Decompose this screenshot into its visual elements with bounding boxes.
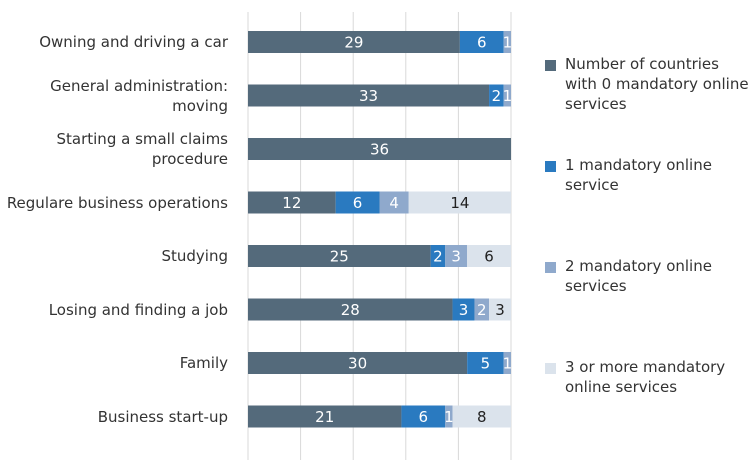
data-label: 12 bbox=[282, 194, 301, 212]
bar-segment bbox=[430, 245, 446, 267]
data-label: 30 bbox=[348, 355, 367, 373]
bar-segment bbox=[489, 84, 504, 107]
bar-segment bbox=[452, 405, 511, 428]
data-label: 3 bbox=[459, 301, 469, 319]
category-label: Studying bbox=[161, 247, 228, 265]
bar-segment bbox=[452, 298, 475, 321]
data-label: 2 bbox=[492, 87, 502, 105]
data-label: 6 bbox=[353, 194, 363, 212]
bar-segment bbox=[248, 405, 402, 428]
data-label: 2 bbox=[433, 248, 443, 266]
bar-segment bbox=[401, 405, 446, 428]
data-label: 6 bbox=[419, 408, 429, 426]
legend-label: 3 or more mandatory online services bbox=[565, 358, 726, 396]
bar-segment bbox=[335, 191, 380, 214]
bar-segment bbox=[459, 31, 504, 53]
category-label: Business start-up bbox=[97, 407, 228, 426]
data-label: 28 bbox=[341, 301, 360, 319]
category-label: Losing and finding a job bbox=[48, 300, 228, 319]
bar-segment bbox=[503, 352, 511, 374]
data-label: 33 bbox=[359, 87, 378, 105]
data-label: 6 bbox=[484, 248, 494, 266]
bar-segment bbox=[467, 245, 511, 267]
legend-label: 1 mandatory online service bbox=[565, 156, 712, 194]
category-label: Family bbox=[179, 354, 228, 372]
data-label: 3 bbox=[495, 301, 505, 319]
bar-segment bbox=[503, 31, 511, 53]
bar-segment bbox=[445, 245, 468, 267]
data-label: 1 bbox=[503, 355, 513, 373]
data-label: 4 bbox=[389, 194, 399, 212]
bar-segment bbox=[248, 84, 490, 107]
data-label: 3 bbox=[451, 248, 461, 266]
bar-segment bbox=[445, 405, 453, 428]
category-label: General administration: moving bbox=[50, 76, 228, 115]
legend-label: 2 mandatory online services bbox=[565, 257, 712, 295]
category-label: Owning and driving a car bbox=[39, 33, 228, 51]
legend-swatch bbox=[545, 60, 556, 71]
data-label: 29 bbox=[344, 34, 363, 52]
data-label: 25 bbox=[330, 248, 349, 266]
data-label: 14 bbox=[450, 194, 469, 212]
bar-segment bbox=[489, 298, 511, 321]
bar-segment bbox=[248, 298, 453, 321]
data-label: 1 bbox=[503, 87, 513, 105]
bar-segment bbox=[248, 138, 511, 160]
bar-segment bbox=[248, 31, 460, 53]
bar-segment bbox=[379, 191, 409, 214]
data-label: 1 bbox=[444, 408, 454, 426]
legend-swatch bbox=[545, 262, 556, 273]
bar-segment bbox=[408, 191, 511, 214]
category-label: Regulare business operations bbox=[6, 193, 228, 212]
legend-swatch bbox=[545, 161, 556, 172]
legend-label: Number of countries with 0 mandatory onl… bbox=[565, 55, 749, 113]
data-label: 8 bbox=[477, 408, 487, 426]
bar-segment bbox=[467, 352, 504, 374]
data-label: 1 bbox=[503, 34, 513, 52]
data-label: 5 bbox=[481, 355, 491, 373]
legend-swatch bbox=[545, 363, 556, 374]
data-label: 6 bbox=[477, 34, 487, 52]
category-label: Starting a small claims procedure bbox=[56, 130, 229, 168]
data-label: 21 bbox=[315, 408, 334, 426]
bar-segment bbox=[474, 298, 490, 321]
bar-segment bbox=[248, 352, 468, 374]
data-label: 36 bbox=[370, 141, 389, 159]
bar-segment bbox=[503, 84, 511, 107]
data-label: 2 bbox=[477, 301, 487, 319]
bar-segment bbox=[248, 245, 431, 267]
bar-segment bbox=[248, 191, 336, 214]
